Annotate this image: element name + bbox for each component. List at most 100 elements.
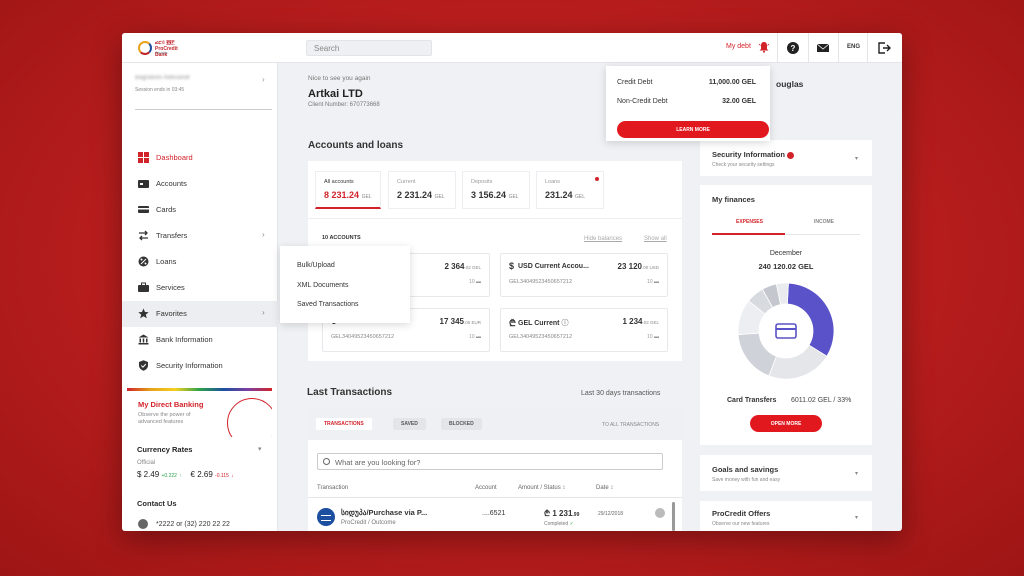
tab-current[interactable]: Current 2 231.24 GEL — [388, 171, 456, 209]
menu-item-xml-documents[interactable]: XML Documents — [297, 282, 349, 289]
tab-deposits[interactable]: Deposits 3 156.24 GEL — [462, 171, 530, 209]
promo-subtitle: Observe the power of advanced features — [138, 412, 191, 425]
scrollbar[interactable] — [672, 502, 675, 531]
account-card[interactable]: $ USD Current Accou... 23 120.00 USD GEL… — [500, 253, 668, 297]
sidebar-item-cards[interactable]: Cards — [122, 197, 278, 223]
donut-segment[interactable] — [737, 332, 777, 377]
session-timer: Session ends in 03:45 — [135, 87, 185, 93]
sidebar-item-security-information[interactable]: Security Information — [122, 353, 278, 379]
sidebar-item-label: Dashboard — [156, 153, 193, 162]
tab-expenses[interactable]: EXPENSES — [736, 219, 763, 225]
logo-text-2: ProCredit Bank — [155, 46, 178, 58]
company-name: Artkai LTD — [308, 88, 363, 100]
column-header-date[interactable]: Date ↕ — [596, 485, 614, 491]
account-amount: 23 120.00 USD — [617, 262, 659, 271]
usd-rate: $ 2.49 — [137, 470, 160, 479]
sidebar-item-favorites[interactable]: Favorites › — [122, 301, 278, 327]
account-name: GEL Current ⓘ — [518, 320, 569, 327]
donut-segment[interactable] — [786, 282, 835, 357]
to-all-transactions-link[interactable]: TO ALL TRANSACTIONS — [602, 422, 660, 428]
language-switch[interactable]: ENG — [847, 44, 861, 50]
rates-title: Currency Rates — [137, 445, 193, 454]
contact-phone[interactable]: *2222 or (32) 220 22 22 — [138, 519, 230, 529]
sidebar-item-label: Cards — [156, 205, 177, 214]
sidebar-item-dashboard[interactable]: Dashboard — [122, 145, 278, 171]
chevron-down-icon[interactable]: ▾ — [258, 446, 262, 453]
top-bar: ፎሮይ ፪፪፫ ProCredit Bank Georgia Search My… — [122, 33, 902, 63]
divider — [777, 33, 778, 63]
search-icon — [323, 458, 330, 465]
notification-dot — [595, 177, 599, 181]
phone-icon — [138, 519, 148, 529]
open-more-button[interactable]: OPEN MORE — [750, 415, 822, 432]
divider — [308, 497, 682, 498]
promo-card[interactable]: My Direct Banking Observe the power of a… — [127, 385, 272, 437]
star-icon — [138, 308, 149, 319]
goals-savings-card[interactable]: Goals and savings Save money with fun an… — [700, 455, 872, 491]
my-debt-link[interactable]: My debt — [726, 43, 751, 50]
services-icon — [138, 282, 149, 292]
sidebar-item-loans[interactable]: Loans — [122, 249, 278, 275]
show-all-link[interactable]: Show all — [644, 236, 667, 242]
finance-total: 240 120.02 GEL — [758, 262, 814, 271]
donut-segment[interactable] — [775, 282, 789, 306]
column-header-transaction: Transaction — [317, 485, 349, 491]
column-header-amount-status[interactable]: Amount / Status ↕ — [518, 485, 566, 491]
transfers-icon — [139, 230, 148, 241]
bell-icon[interactable] — [758, 41, 770, 53]
tab-blocked[interactable]: BLOCKED — [441, 418, 482, 430]
learn-more-button[interactable]: LEARN MORE — [617, 121, 769, 138]
hide-balances-link[interactable]: Hide balances — [584, 236, 623, 242]
card-subtitle: Save money with fun and easy — [712, 477, 781, 483]
account-card[interactable]: ₾ GEL Current ⓘ 1 234.02 GEL GEL34049523… — [500, 308, 668, 352]
user-block[interactable]: Bagrationi Aleksandr Session ends in 03:… — [135, 75, 190, 93]
transaction-status: Completed ✓ — [544, 521, 574, 527]
chevron-down-icon[interactable]: ▾ — [855, 471, 859, 477]
bank-icon — [138, 334, 149, 345]
sidebar-item-label: Security Information — [156, 361, 223, 370]
non-credit-debt-label: Non-Credit Debt — [617, 98, 668, 105]
tab-transactions[interactable]: TRANSACTIONS — [316, 418, 372, 430]
card-title: Security Information — [712, 150, 795, 159]
chevron-down-icon[interactable]: ▾ — [855, 156, 859, 162]
menu-item-bulk-upload[interactable]: Bulk/Upload — [297, 262, 335, 269]
sidebar-item-label: Favorites — [156, 309, 187, 318]
my-finances-card: My finances EXPENSES INCOME December 240… — [700, 185, 872, 445]
account-amount: 1 234.02 GEL — [622, 317, 659, 326]
sidebar-item-bank-information[interactable]: Bank Information — [122, 327, 278, 353]
sidebar-item-accounts[interactable]: Accounts — [122, 171, 278, 197]
user-name: Bagrationi Aleksandr — [135, 75, 191, 81]
menu-item-saved-transactions[interactable]: Saved Transactions — [297, 301, 359, 308]
procredit-logo[interactable]: ፎሮይ ፪፪፫ ProCredit Bank Georgia — [138, 39, 190, 58]
chevron-right-icon: › — [262, 230, 265, 239]
transactions-search-input[interactable]: What are you looking for? — [317, 453, 663, 470]
tab-loans[interactable]: Loans 231.24 GEL — [536, 171, 604, 209]
promo-title: My Direct Banking — [138, 400, 204, 409]
logout-icon[interactable] — [877, 41, 891, 55]
tab-all-accounts[interactable]: All accounts 8 231.24 GEL — [315, 171, 381, 209]
transaction-title[interactable]: სიდუპა/Purchase via P... — [341, 508, 428, 517]
account-card-count: 10 ▬ — [469, 279, 481, 285]
security-information-card[interactable]: Security Information Check your security… — [700, 140, 872, 176]
expenses-donut-chart[interactable] — [736, 281, 836, 381]
tab-saved[interactable]: SAVED — [393, 418, 426, 430]
logo-text-3: Georgia — [155, 51, 168, 55]
tab-income[interactable]: INCOME — [814, 219, 834, 225]
account-card-count: 10 ▬ — [647, 334, 659, 340]
transactions-period: Last 30 days transactions — [581, 390, 661, 397]
mail-icon[interactable] — [816, 41, 830, 55]
logo-swirl-icon — [138, 41, 152, 55]
procredit-offers-card[interactable]: ProCredit Offers Observe our new feature… — [700, 501, 872, 531]
help-icon[interactable]: ? — [786, 41, 800, 55]
phone-number: *2222 or (32) 220 22 22 — [156, 520, 230, 528]
sidebar-item-services[interactable]: Services — [122, 275, 278, 301]
account-iban: GEL34049523450657212 — [509, 334, 573, 340]
chevron-down-icon[interactable]: ▾ — [855, 515, 859, 521]
category-label: Card Transfers — [727, 397, 777, 404]
chevron-right-icon[interactable]: › — [262, 75, 265, 84]
accounts-title: Accounts and loans — [308, 140, 404, 151]
rainbow-bar — [127, 388, 272, 391]
more-icon[interactable] — [655, 508, 665, 518]
search-input[interactable]: Search — [306, 40, 432, 56]
sidebar-item-transfers[interactable]: Transfers › — [122, 223, 278, 249]
